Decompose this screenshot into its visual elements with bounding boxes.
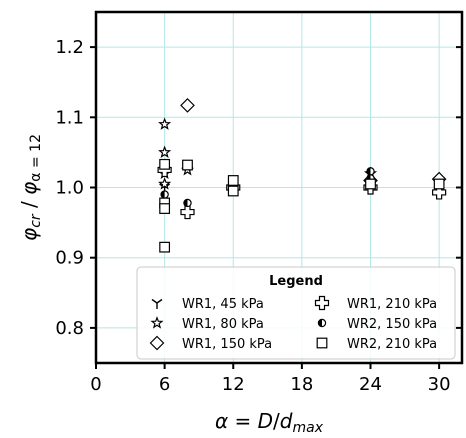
legend-marker bbox=[316, 337, 328, 349]
legend-entry: WR2, 210 kPa bbox=[316, 337, 437, 352]
legend-marker bbox=[149, 335, 165, 351]
legend-label: WR1, 45 kPa bbox=[182, 297, 264, 312]
data-point bbox=[159, 158, 171, 170]
legend-entry: WR1, 45 kPa bbox=[151, 297, 264, 312]
y-axis-title: φcr / φα = 12 bbox=[17, 134, 44, 241]
data-point bbox=[158, 177, 172, 190]
legend-marker bbox=[151, 298, 163, 309]
x-axis-title: α = D/dmax bbox=[215, 409, 324, 436]
data-point bbox=[158, 145, 172, 158]
y-tick-label: 1.1 bbox=[55, 107, 84, 128]
x-tick-label: 18 bbox=[290, 374, 313, 395]
data-point bbox=[158, 117, 172, 130]
data-point bbox=[366, 167, 375, 176]
legend-label: WR1, 210 kPa bbox=[347, 297, 437, 312]
legend-marker bbox=[314, 295, 330, 311]
data-point bbox=[159, 241, 171, 253]
series-wr2-210-kpa bbox=[159, 158, 445, 253]
series-wr1-150-kpa bbox=[180, 98, 447, 188]
x-tick-label: 30 bbox=[428, 374, 451, 395]
series-wr1-80-kpa bbox=[158, 117, 378, 194]
legend-label: WR2, 210 kPa bbox=[347, 337, 437, 352]
x-tick-label: 0 bbox=[90, 374, 101, 395]
legend-title: Legend bbox=[269, 274, 323, 289]
legend: Legend WR1, 45 kPa WR1, 80 kPa WR1, 150 kPa… bbox=[136, 266, 456, 360]
legend-marker bbox=[317, 318, 327, 328]
data-point bbox=[180, 98, 195, 113]
x-tick-label: 12 bbox=[222, 374, 245, 395]
legend-entry: WR1, 150 kPa bbox=[149, 335, 272, 352]
legend-entry: WR2, 150 kPa bbox=[317, 317, 437, 332]
y-tick-label: 0.8 bbox=[55, 318, 84, 339]
data-point bbox=[159, 203, 171, 214]
data-point bbox=[160, 190, 169, 199]
data-point bbox=[433, 178, 445, 190]
y-tick-label: 0.9 bbox=[55, 248, 84, 269]
data-points bbox=[157, 98, 447, 253]
plot-frame bbox=[94, 10, 464, 365]
legend-entry: WR1, 80 kPa bbox=[150, 316, 264, 332]
data-point bbox=[180, 204, 195, 220]
data-point bbox=[183, 198, 192, 208]
data-point bbox=[432, 185, 447, 200]
legend-entry: WR1, 210 kPa bbox=[314, 295, 437, 312]
x-tick-label: 24 bbox=[359, 374, 382, 395]
legend-label: WR2, 150 kPa bbox=[347, 317, 437, 332]
x-tick-label: 6 bbox=[159, 374, 170, 395]
y-tick-label: 1.2 bbox=[55, 37, 84, 58]
data-point bbox=[182, 159, 193, 171]
legend-label: WR1, 80 kPa bbox=[182, 317, 264, 332]
legend-marker bbox=[150, 316, 164, 329]
data-point bbox=[227, 175, 239, 186]
y-tick-label: 1.0 bbox=[55, 178, 84, 199]
legend-box bbox=[136, 266, 456, 360]
data-point bbox=[365, 178, 376, 190]
legend-label: WR1, 150 kPa bbox=[182, 337, 272, 352]
data-point bbox=[227, 185, 239, 197]
